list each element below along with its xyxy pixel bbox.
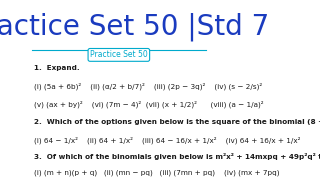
Text: 1.  Expand.: 1. Expand. bbox=[34, 65, 79, 71]
Text: (i) (m + n)(p + q)   (ii) (mn − pq)   (iii) (7mn + pq)    (iv) (mx + 7pq): (i) (m + n)(p + q) (ii) (mn − pq) (iii) … bbox=[34, 170, 279, 176]
Text: (v) (ax + by)²    (vi) (7m − 4)²  (vii) (x + 1/2)²      (viii) (a − 1/a)²: (v) (ax + by)² (vi) (7m − 4)² (vii) (x +… bbox=[34, 101, 263, 108]
Text: 2.  Which of the options given below is the square of the binomial (8 − 1/x) ?: 2. Which of the options given below is t… bbox=[34, 119, 320, 125]
Text: (i) (5a + 6b)²    (ii) (α/2 + b/7)²    (iii) (2p − 3q)²    (iv) (s − 2/s)²: (i) (5a + 6b)² (ii) (α/2 + b/7)² (iii) (… bbox=[34, 83, 262, 90]
Text: (i) 64 − 1/x²    (ii) 64 + 1/x²    (iii) 64 − 16/x + 1/x²    (iv) 64 + 16/x + 1/: (i) 64 − 1/x² (ii) 64 + 1/x² (iii) 64 − … bbox=[34, 137, 300, 144]
Text: 3.  Of which of the binomials given below is m²x² + 14mxpq + 49p²q² the expansio: 3. Of which of the binomials given below… bbox=[34, 153, 320, 160]
Text: Practice Set 50: Practice Set 50 bbox=[90, 50, 148, 59]
Text: Practice Set 50 |Std 7: Practice Set 50 |Std 7 bbox=[0, 13, 269, 41]
